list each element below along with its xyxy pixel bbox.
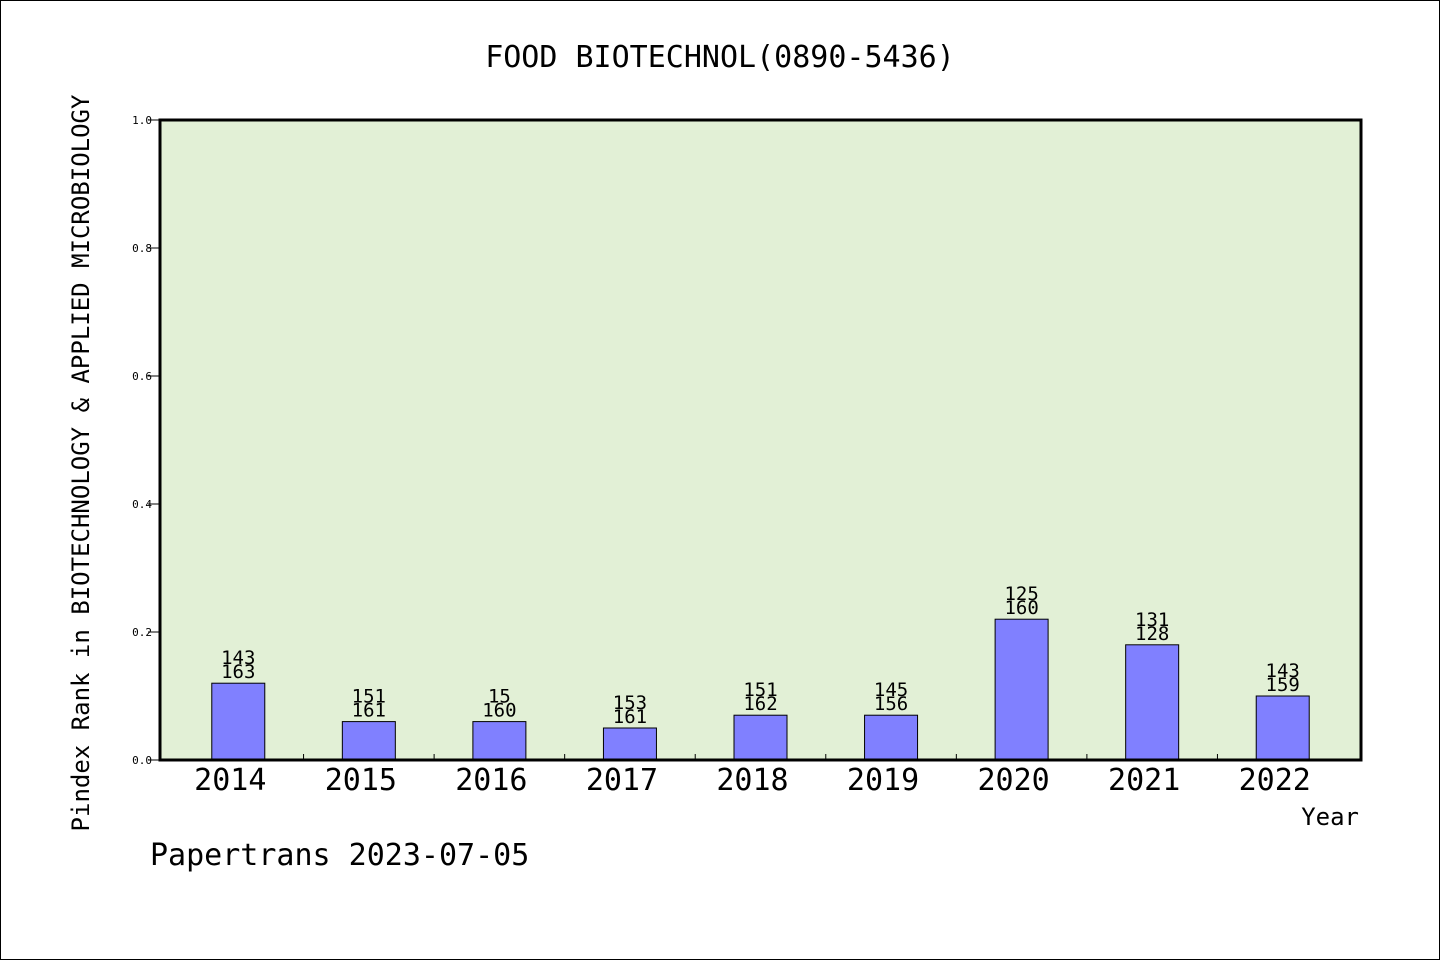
bar-label-bottom: 162 xyxy=(743,693,777,715)
y-tick-label: 0.0 xyxy=(132,754,152,767)
bar-2018 xyxy=(733,714,788,761)
bar-label-top: 15 xyxy=(488,686,511,708)
bar-2017 xyxy=(602,727,657,761)
x-tick-label: 2022 xyxy=(1239,763,1311,798)
bar-label-top: 145 xyxy=(874,679,908,701)
bar-label-top: 153 xyxy=(613,692,647,714)
bar-label-top: 125 xyxy=(1004,583,1038,605)
x-tick-label: 2019 xyxy=(847,763,919,798)
bar-label-top: 151 xyxy=(352,686,386,708)
plot-area xyxy=(160,120,1361,760)
footer-credit: Papertrans 2023-07-05 xyxy=(150,838,529,873)
y-tick-label: 0.4 xyxy=(132,498,152,511)
x-tick-label: 2016 xyxy=(455,763,527,798)
x-tick-label: 2017 xyxy=(586,763,658,798)
x-tick-label: 2018 xyxy=(716,763,788,798)
bar-label-bottom: 128 xyxy=(1135,623,1169,645)
bar-label-top: 143 xyxy=(221,647,255,669)
x-tick-label: 2015 xyxy=(325,763,397,798)
y-tick-label: 1.0 xyxy=(132,114,152,127)
y-axis-label: Pindex Rank in BIOTECHNOLOGY & APPLIED M… xyxy=(67,94,95,831)
y-tick-label: 0.2 xyxy=(132,626,152,639)
bar-2014 xyxy=(211,682,266,761)
bar-label-top: 151 xyxy=(743,679,777,701)
bar-label-bottom: 160 xyxy=(482,700,516,722)
y-tick-label: 0.6 xyxy=(132,370,152,383)
chart-title: FOOD BIOTECHNOL(0890-5436) xyxy=(485,40,955,75)
x-tick-label: 2021 xyxy=(1108,763,1180,798)
bar-2019 xyxy=(864,714,919,761)
bar-label-bottom: 161 xyxy=(352,700,386,722)
bar-label-bottom: 159 xyxy=(1266,674,1300,696)
bar-2022 xyxy=(1255,695,1310,761)
bar-2016 xyxy=(472,721,527,761)
bar-label-bottom: 163 xyxy=(221,661,255,683)
bar-2021 xyxy=(1125,644,1180,761)
bar-2015 xyxy=(341,721,396,761)
bar-label-bottom: 156 xyxy=(874,693,908,715)
x-tick-label: 2014 xyxy=(194,763,266,798)
x-axis-label: Year xyxy=(1301,803,1359,831)
x-tick-label: 2020 xyxy=(977,763,1049,798)
plot-border xyxy=(158,118,1363,762)
y-tick-label: 0.8 xyxy=(132,242,152,255)
bar-2020 xyxy=(994,618,1049,761)
bar-label-top: 131 xyxy=(1135,609,1169,631)
bar-label-bottom: 160 xyxy=(1004,597,1038,619)
bar-label-top: 143 xyxy=(1266,660,1300,682)
bar-label-bottom: 161 xyxy=(613,706,647,728)
